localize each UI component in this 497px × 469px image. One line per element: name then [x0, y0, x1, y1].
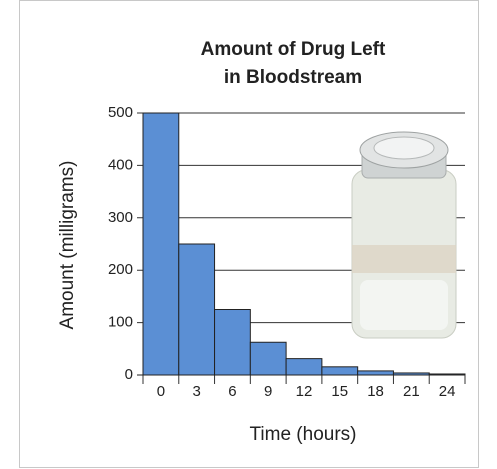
x-axis-label: Time (hours) [250, 424, 357, 445]
y-axis-label: Amount (milligrams) [57, 161, 78, 330]
bar [358, 371, 394, 375]
y-tick-label: 500 [108, 104, 133, 121]
chart: Amount of Drug Left in Bloodstream Time … [0, 0, 497, 469]
bar [322, 367, 358, 375]
y-tick-label: 200 [108, 261, 133, 278]
x-tick-label: 24 [439, 383, 456, 400]
x-tick-label: 18 [367, 383, 384, 400]
vial-image [352, 132, 456, 338]
chart-title: Amount of Drug Left [201, 39, 386, 60]
x-tick-label: 6 [228, 383, 236, 400]
x-tick-label: 3 [192, 383, 200, 400]
x-tick-label: 9 [264, 383, 272, 400]
bar [179, 244, 215, 375]
x-tick-label: 21 [403, 383, 420, 400]
vial-cap-top [374, 137, 434, 159]
vial-band [352, 245, 456, 273]
x-tick-label: 12 [296, 383, 313, 400]
y-tick-label: 0 [125, 366, 133, 383]
x-tick-label: 15 [331, 383, 348, 400]
bar [286, 359, 322, 375]
y-tick-label: 100 [108, 314, 133, 331]
chart-title: in Bloodstream [224, 67, 362, 88]
vial-liquid [360, 280, 448, 330]
bar [215, 310, 251, 376]
y-tick-label: 400 [108, 156, 133, 173]
x-tick-label: 0 [157, 383, 165, 400]
y-tick-label: 300 [108, 209, 133, 226]
bar [143, 113, 179, 375]
bar [250, 342, 286, 375]
